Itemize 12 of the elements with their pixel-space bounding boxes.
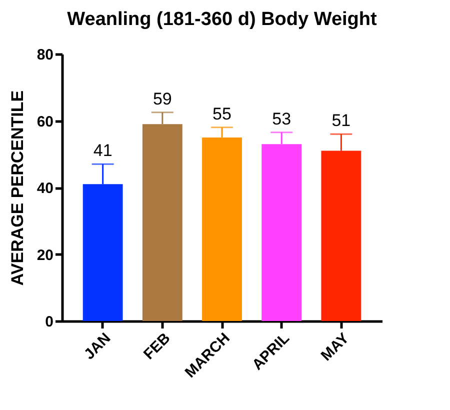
data-label: 41 <box>93 141 112 160</box>
y-tick-label: 40 <box>36 180 54 197</box>
y-tick-label: 0 <box>45 314 54 330</box>
data-label: 51 <box>332 111 351 130</box>
data-label: 55 <box>212 104 232 124</box>
y-tick-label: 20 <box>36 246 54 264</box>
data-label: 53 <box>272 109 292 128</box>
chart-title: Weanling (181-360 d) Body Weight <box>67 9 378 30</box>
data-label: 59 <box>152 89 172 108</box>
y-tick-label: 80 <box>36 46 54 64</box>
y-tick-label: 60 <box>36 113 54 130</box>
y-axis-title: AVERAGE PERCENTILE <box>8 90 27 286</box>
